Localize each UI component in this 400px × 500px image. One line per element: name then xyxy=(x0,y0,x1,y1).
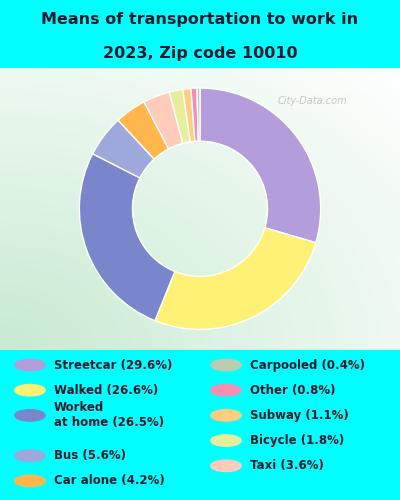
Circle shape xyxy=(15,410,45,421)
Wedge shape xyxy=(144,92,183,149)
Circle shape xyxy=(15,360,45,370)
Text: Worked
at home (26.5%): Worked at home (26.5%) xyxy=(54,402,164,429)
Text: Subway (1.1%): Subway (1.1%) xyxy=(250,409,349,422)
Circle shape xyxy=(211,460,241,471)
Text: Means of transportation to work in: Means of transportation to work in xyxy=(42,12,358,26)
Circle shape xyxy=(211,410,241,421)
Wedge shape xyxy=(118,102,169,159)
Circle shape xyxy=(15,450,45,462)
Wedge shape xyxy=(155,228,316,330)
Text: Bus (5.6%): Bus (5.6%) xyxy=(54,449,126,462)
Text: Car alone (4.2%): Car alone (4.2%) xyxy=(54,474,165,488)
Text: City-Data.com: City-Data.com xyxy=(277,96,347,106)
Circle shape xyxy=(15,475,45,486)
Text: Bicycle (1.8%): Bicycle (1.8%) xyxy=(250,434,344,447)
Text: Streetcar (29.6%): Streetcar (29.6%) xyxy=(54,358,172,372)
Text: Taxi (3.6%): Taxi (3.6%) xyxy=(250,460,324,472)
Circle shape xyxy=(211,360,241,370)
Wedge shape xyxy=(191,88,198,142)
Wedge shape xyxy=(79,154,175,320)
Text: Carpooled (0.4%): Carpooled (0.4%) xyxy=(250,358,365,372)
Wedge shape xyxy=(197,88,200,141)
Circle shape xyxy=(211,435,241,446)
Circle shape xyxy=(15,384,45,396)
Wedge shape xyxy=(200,88,321,242)
Text: Walked (26.6%): Walked (26.6%) xyxy=(54,384,158,396)
Text: 2023, Zip code 10010: 2023, Zip code 10010 xyxy=(103,46,297,60)
Wedge shape xyxy=(93,120,154,178)
Text: Other (0.8%): Other (0.8%) xyxy=(250,384,336,396)
Wedge shape xyxy=(183,88,195,142)
Wedge shape xyxy=(169,90,190,144)
Circle shape xyxy=(211,384,241,396)
